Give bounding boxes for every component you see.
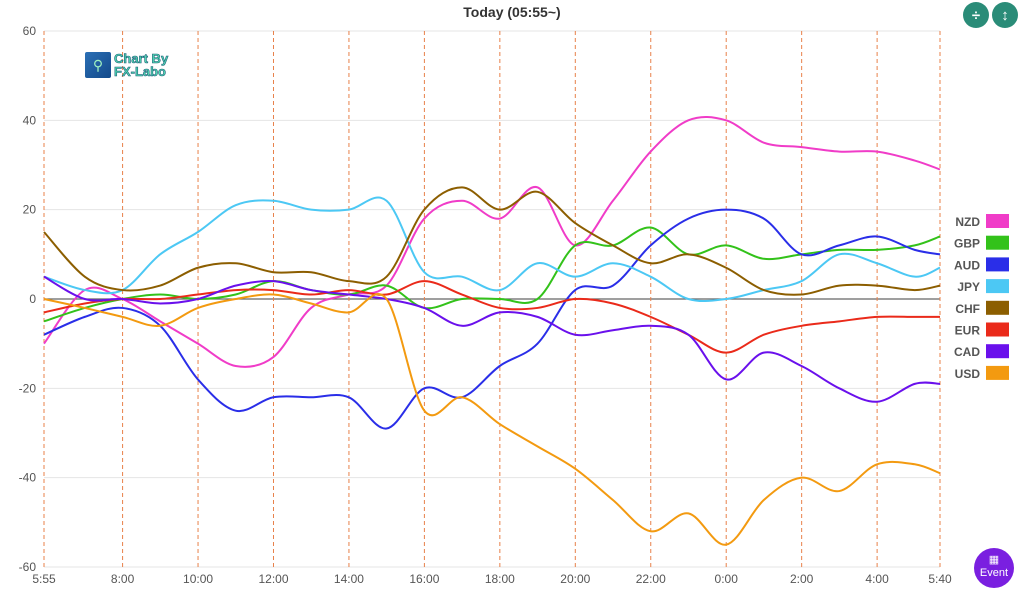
legend-label-cad: CAD xyxy=(954,345,980,359)
collapse-button[interactable]: ÷ xyxy=(963,2,989,28)
x-tick-label: 5:40 xyxy=(928,572,952,586)
x-tick-label: 16:00 xyxy=(409,572,439,586)
y-tick-label: -40 xyxy=(19,471,37,485)
expand-button[interactable]: ↕ xyxy=(992,2,1018,28)
logo-text-line1: Chart By xyxy=(114,51,169,66)
legend-label-chf: CHF xyxy=(955,302,980,316)
y-tick-label: 40 xyxy=(23,113,37,127)
legend-swatch-cad xyxy=(986,344,1009,359)
x-tick-label: 0:00 xyxy=(715,572,739,586)
y-tick-label: -20 xyxy=(19,381,37,395)
legend-label-eur: EUR xyxy=(955,324,981,338)
series-line-eur xyxy=(43,280,940,354)
logo: ⚲ Chart By FX-Labo xyxy=(85,52,168,78)
magnifier-chart-icon: ⚲ xyxy=(85,52,111,78)
legend-label-aud: AUD xyxy=(954,258,980,272)
legend-swatch-eur xyxy=(986,322,1009,337)
legend-swatch-usd xyxy=(986,365,1009,380)
series-line-gbp xyxy=(43,226,941,323)
x-tick-label: 8:00 xyxy=(111,572,135,586)
x-tick-label: 22:00 xyxy=(636,572,666,586)
y-tick-label: -60 xyxy=(19,560,37,574)
series-line-cad xyxy=(43,275,941,403)
series-line-chf xyxy=(43,186,941,296)
legend-swatch-jpy xyxy=(986,279,1009,294)
legend-swatch-chf xyxy=(986,300,1009,315)
calendar-icon: ▦ xyxy=(988,554,1000,566)
x-tick-label: 4:00 xyxy=(865,572,889,586)
legend-label-jpy: JPY xyxy=(957,280,980,294)
series-line-aud xyxy=(43,208,941,430)
event-label: Event xyxy=(979,567,1009,579)
y-tick-label: 0 xyxy=(29,292,36,306)
legend-swatch-nzd xyxy=(986,214,1009,228)
y-tick-label: 60 xyxy=(23,24,37,38)
x-tick-label: 10:00 xyxy=(183,572,213,586)
legend-label-usd: USD xyxy=(955,367,981,381)
y-tick-label: 20 xyxy=(23,203,37,217)
legend-label-gbp: GBP xyxy=(954,237,980,251)
x-tick-label: 18:00 xyxy=(485,572,515,586)
x-tick-label: 5:55 xyxy=(32,572,56,586)
compress-vertical-icon: ÷ xyxy=(971,6,981,24)
x-tick-label: 2:00 xyxy=(790,572,814,586)
series-line-usd xyxy=(43,293,941,546)
legend-swatch-aud xyxy=(986,257,1009,272)
x-tick-label: 20:00 xyxy=(560,572,590,586)
legend-swatch-gbp xyxy=(986,235,1009,250)
series-line-nzd xyxy=(43,115,941,368)
expand-vertical-icon: ↕ xyxy=(1001,6,1009,24)
logo-text-line2: FX-Labo xyxy=(114,64,167,79)
series-line-jpy xyxy=(43,196,941,303)
legend-label-nzd: NZD xyxy=(955,215,980,229)
chart-title: Today (05:55~) xyxy=(463,4,561,20)
x-tick-label: 12:00 xyxy=(258,572,288,586)
x-tick-label: 14:00 xyxy=(334,572,364,586)
event-button[interactable]: ▦ Event xyxy=(974,548,1014,588)
